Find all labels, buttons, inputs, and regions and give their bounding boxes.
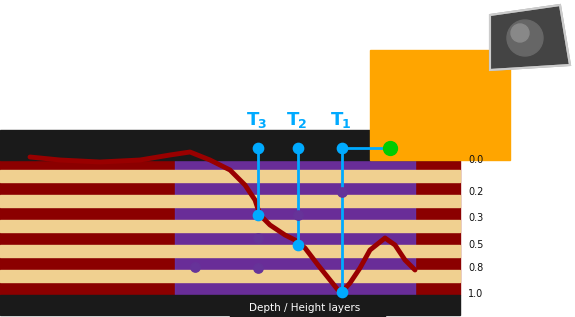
Text: 0.0: 0.0 bbox=[468, 155, 483, 165]
Text: 1.0: 1.0 bbox=[468, 289, 483, 299]
Bar bbox=[0, 195, 460, 207]
Point bbox=[293, 212, 302, 217]
Bar bbox=[0, 295, 460, 315]
Bar bbox=[175, 160, 415, 295]
Point bbox=[338, 289, 347, 294]
Text: 2: 2 bbox=[298, 119, 306, 132]
Text: T: T bbox=[247, 111, 259, 129]
Bar bbox=[0, 270, 460, 282]
Polygon shape bbox=[490, 5, 570, 70]
Bar bbox=[0, 245, 460, 257]
Text: T: T bbox=[287, 111, 299, 129]
Bar bbox=[370, 50, 510, 160]
Circle shape bbox=[511, 24, 529, 42]
Bar bbox=[0, 160, 460, 295]
Text: 0.8: 0.8 bbox=[468, 263, 483, 273]
Text: 1: 1 bbox=[342, 119, 350, 132]
Point bbox=[293, 243, 302, 248]
Circle shape bbox=[507, 20, 543, 56]
Point bbox=[385, 146, 394, 151]
Point bbox=[338, 190, 347, 195]
Point bbox=[338, 146, 347, 151]
Bar bbox=[0, 220, 460, 232]
Point bbox=[254, 212, 263, 217]
Bar bbox=[0, 130, 460, 160]
Text: 3: 3 bbox=[258, 119, 266, 132]
Text: 0.2: 0.2 bbox=[468, 187, 484, 197]
Text: 0.3: 0.3 bbox=[468, 213, 483, 223]
Text: Depth / Height layers: Depth / Height layers bbox=[250, 303, 361, 313]
Point bbox=[293, 146, 302, 151]
Point bbox=[254, 236, 263, 241]
Text: 0.5: 0.5 bbox=[468, 240, 484, 250]
Point bbox=[190, 264, 200, 269]
Bar bbox=[230, 298, 385, 317]
Bar bbox=[0, 170, 460, 182]
Point bbox=[254, 146, 263, 151]
Point bbox=[254, 265, 263, 270]
Text: T: T bbox=[331, 111, 343, 129]
